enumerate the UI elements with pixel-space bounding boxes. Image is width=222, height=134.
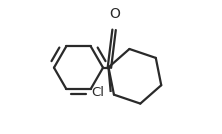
Text: Cl: Cl [91, 86, 104, 99]
Text: O: O [109, 7, 120, 21]
